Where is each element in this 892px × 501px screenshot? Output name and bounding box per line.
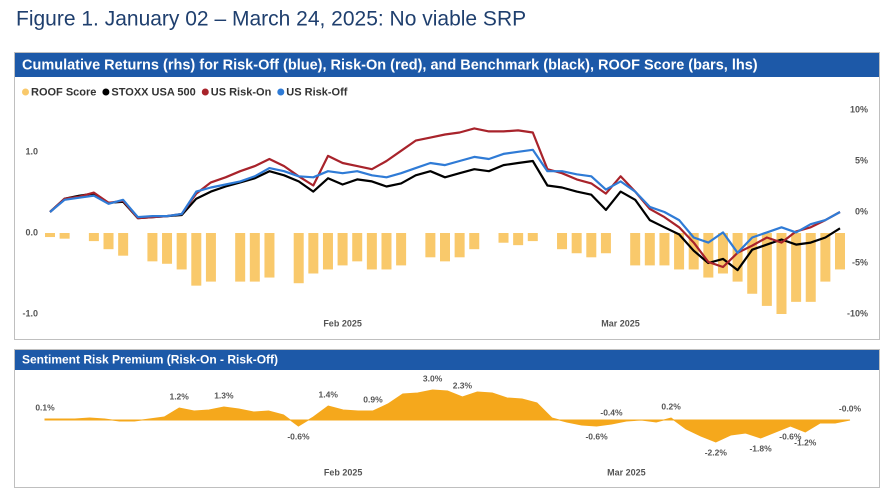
bar <box>513 233 524 246</box>
legend-label: US Risk-Off <box>286 86 347 98</box>
bar <box>498 233 509 243</box>
bar <box>717 233 728 274</box>
bar <box>381 233 392 270</box>
bar <box>45 233 55 238</box>
x-tick-label: Mar 2025 <box>607 467 646 477</box>
bar <box>352 233 363 262</box>
bar <box>820 233 831 282</box>
bar <box>88 233 99 242</box>
bar <box>600 233 611 254</box>
bar <box>264 233 275 278</box>
area-series <box>44 389 851 443</box>
bar <box>703 233 714 278</box>
y2-tick-label: 0% <box>855 206 868 216</box>
data-label: -2.2% <box>705 447 728 457</box>
y2-tick-label: -10% <box>847 308 868 318</box>
legend-label: ROOF Score <box>31 86 96 98</box>
bar <box>249 233 260 282</box>
bar <box>469 233 480 250</box>
legend-marker <box>22 88 29 96</box>
bar <box>732 233 743 282</box>
figure-title: Figure 1. January 02 – March 24, 2025: N… <box>16 8 526 31</box>
bar <box>630 233 641 266</box>
bar <box>337 233 348 266</box>
data-label: 3.0% <box>423 373 443 383</box>
bar <box>118 233 129 256</box>
data-label: -0.4% <box>600 407 623 417</box>
x-tick-label: Mar 2025 <box>601 318 640 328</box>
data-label: 1.4% <box>319 389 339 399</box>
legend-marker <box>102 88 110 96</box>
data-label: 0.2% <box>661 401 681 411</box>
data-label: -1.2% <box>794 437 817 447</box>
data-label: 2.3% <box>453 380 473 390</box>
bar <box>396 233 407 266</box>
bar <box>557 233 568 250</box>
data-label: -0.6% <box>779 431 802 441</box>
y2-tick-label: -5% <box>852 257 868 267</box>
data-label: -0.6% <box>585 431 608 441</box>
bar <box>805 233 816 302</box>
bar <box>791 233 802 302</box>
bar <box>191 233 202 286</box>
bar <box>659 233 670 266</box>
bar <box>747 233 758 294</box>
bar <box>162 233 173 264</box>
panel-header <box>15 53 879 77</box>
bar <box>103 233 114 250</box>
legend-label: US Risk-On <box>211 86 272 98</box>
legend-label: STOXX USA 500 <box>111 86 195 98</box>
bar <box>322 233 333 270</box>
bar <box>293 233 304 284</box>
line-series <box>49 148 841 254</box>
bar <box>761 233 772 306</box>
bar <box>674 233 685 270</box>
data-label: 1.2% <box>169 391 189 401</box>
data-label: 0.9% <box>363 394 383 404</box>
chart-title: Sentiment Risk Premium (Risk-On - Risk-O… <box>22 353 278 367</box>
bar <box>835 233 845 270</box>
bar <box>440 233 450 262</box>
y-tick-label: -1.0 <box>22 308 38 318</box>
chart-title: Cumulative Returns (rhs) for Risk-Off (b… <box>22 57 758 73</box>
bar <box>366 233 377 270</box>
x-tick-label: Feb 2025 <box>324 467 363 477</box>
bar <box>454 233 465 258</box>
legend-marker <box>201 88 209 96</box>
bar <box>586 233 597 258</box>
y-tick-label: 0.0 <box>25 227 38 237</box>
y-tick-label: 1.0 <box>25 146 38 156</box>
data-label: -0.0% <box>839 403 862 413</box>
y2-tick-label: 5% <box>855 155 868 165</box>
x-tick-label: Feb 2025 <box>323 318 362 328</box>
bar <box>644 233 655 266</box>
bar <box>308 233 319 274</box>
y2-tick-label: 10% <box>850 104 868 114</box>
bar <box>425 233 436 258</box>
legend-marker <box>277 88 285 96</box>
bar <box>176 233 187 270</box>
data-label: 0.1% <box>35 402 55 412</box>
panel-header <box>15 350 879 370</box>
bar <box>147 233 158 262</box>
bar <box>571 233 582 254</box>
bar <box>205 233 216 282</box>
data-label: -0.6% <box>287 431 310 441</box>
bar <box>776 233 787 314</box>
bar <box>235 233 246 282</box>
data-label: -1.8% <box>749 443 772 453</box>
panel-border <box>14 52 880 340</box>
bar <box>527 233 538 242</box>
data-label: 1.3% <box>214 390 234 400</box>
bar <box>59 233 70 239</box>
